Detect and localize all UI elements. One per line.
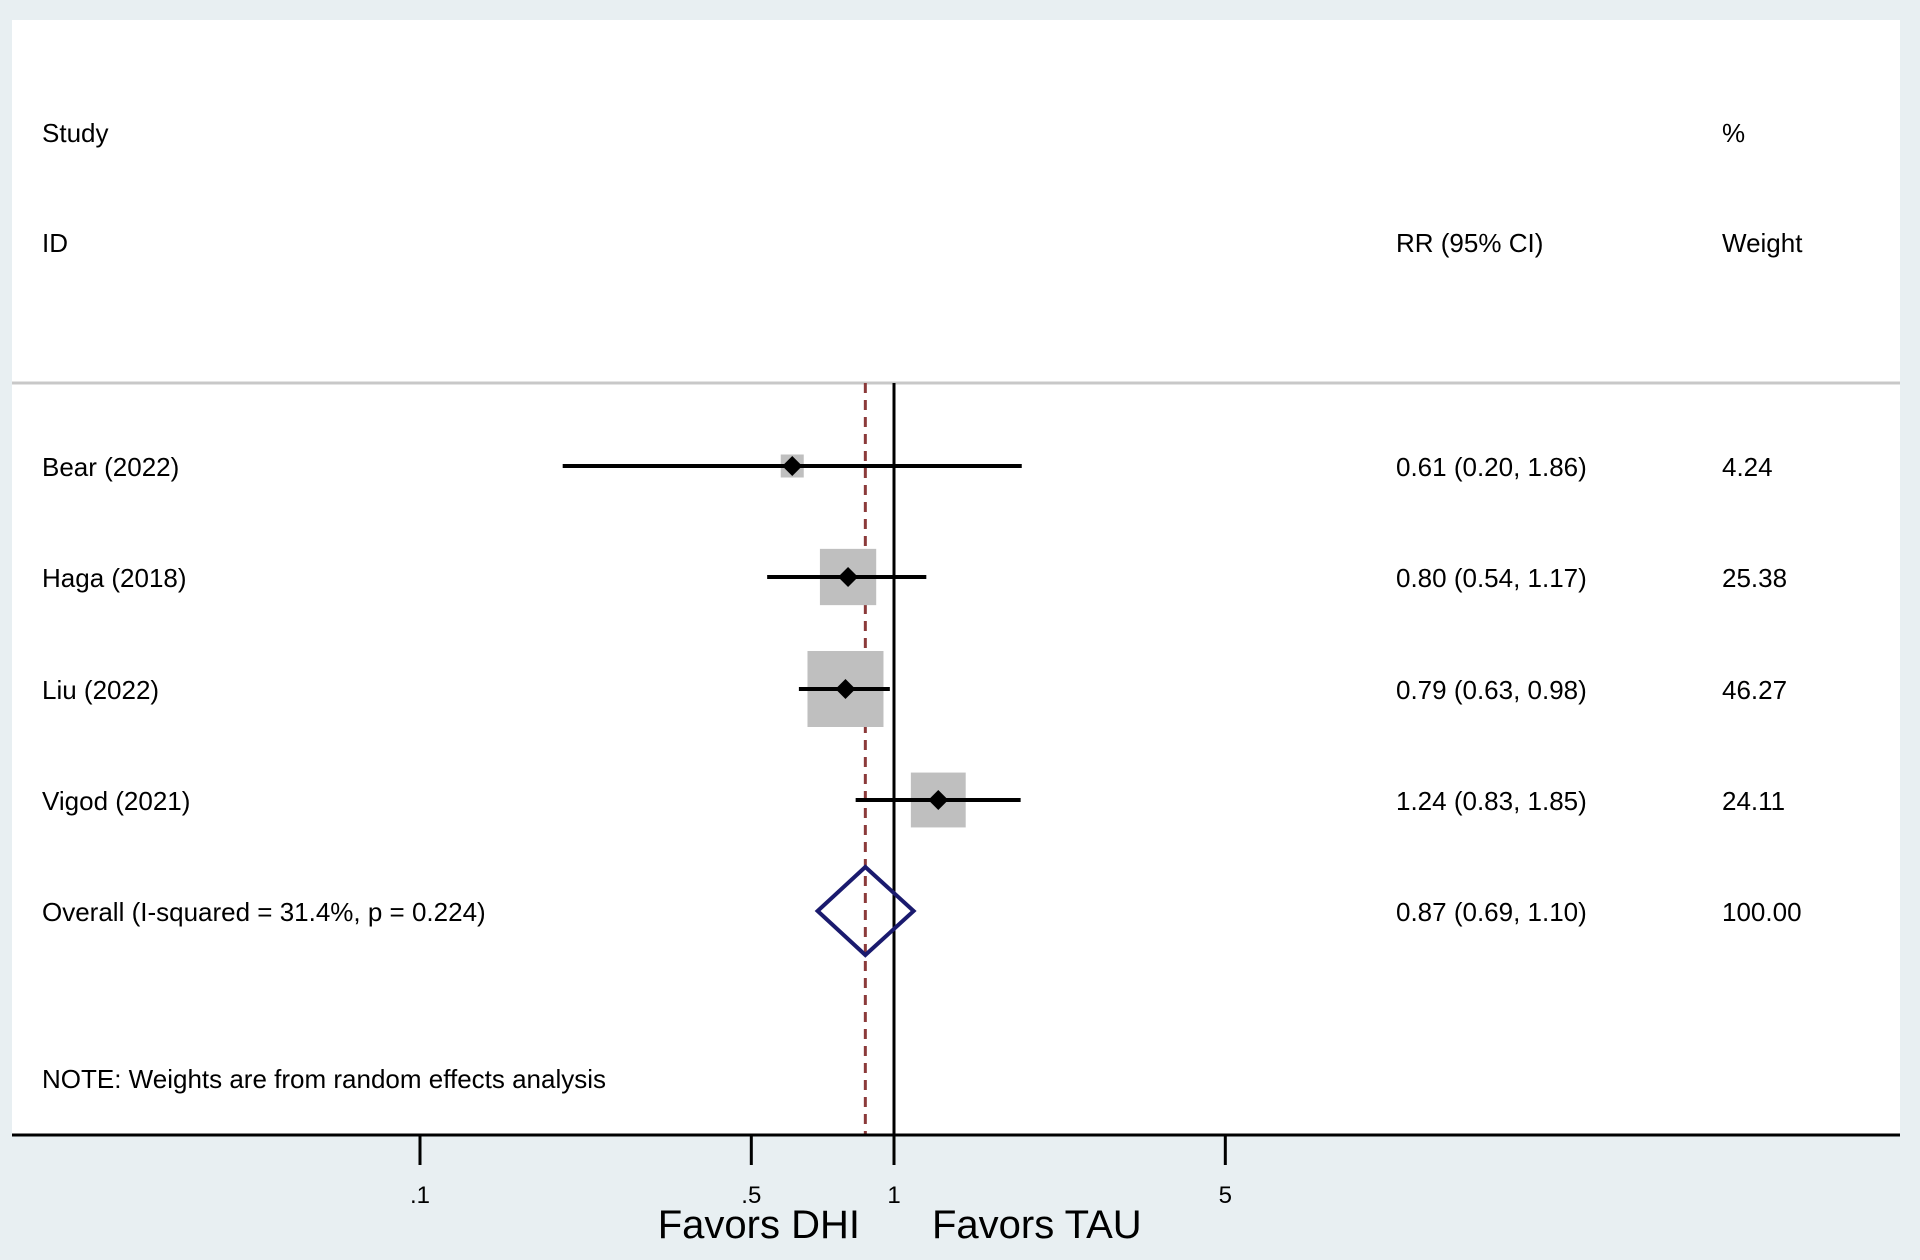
header-estimate: RR (95% CI) <box>1396 228 1543 258</box>
point-estimate <box>782 456 803 476</box>
x-tick-label: .5 <box>741 1182 761 1209</box>
study-label: Bear (2022) <box>42 452 179 482</box>
header-weight: Weight <box>1722 228 1803 258</box>
point-estimate <box>838 567 859 587</box>
study-weight: 25.38 <box>1722 563 1787 593</box>
favors-left-label: Favors DHI <box>658 1203 860 1247</box>
point-estimate <box>835 679 856 699</box>
point-estimate <box>928 790 949 810</box>
plot-region <box>12 20 1900 1134</box>
favors-right-label: Favors TAU <box>932 1203 1142 1247</box>
study-label: Haga (2018) <box>42 563 187 593</box>
study-ci: 1.24 (0.83, 1.85) <box>1396 786 1587 816</box>
study-ci: 0.61 (0.20, 1.86) <box>1396 452 1587 482</box>
study-label: Liu (2022) <box>42 675 159 705</box>
x-tick-label: 5 <box>1219 1182 1232 1209</box>
note-text: NOTE: Weights are from random effects an… <box>42 1064 606 1094</box>
header-percent: % <box>1722 118 1745 148</box>
study-label: Vigod (2021) <box>42 786 190 816</box>
study-ci: 0.80 (0.54, 1.17) <box>1396 563 1587 593</box>
overall-label: Overall (I-squared = 31.4%, p = 0.224) <box>42 897 486 927</box>
x-tick-label: .1 <box>410 1182 430 1209</box>
study-weight: 46.27 <box>1722 675 1787 705</box>
header-id: ID <box>42 228 68 258</box>
overall-diamond <box>814 864 917 958</box>
study-weight: 4.24 <box>1722 452 1773 482</box>
x-tick-label: 1 <box>887 1182 900 1209</box>
study-ci: 0.79 (0.63, 0.98) <box>1396 675 1587 705</box>
study-weight: 24.11 <box>1722 786 1785 816</box>
overall-ci: 0.87 (0.69, 1.10) <box>1396 897 1587 927</box>
header-study: Study <box>42 118 109 148</box>
overall-weight: 100.00 <box>1722 897 1802 927</box>
